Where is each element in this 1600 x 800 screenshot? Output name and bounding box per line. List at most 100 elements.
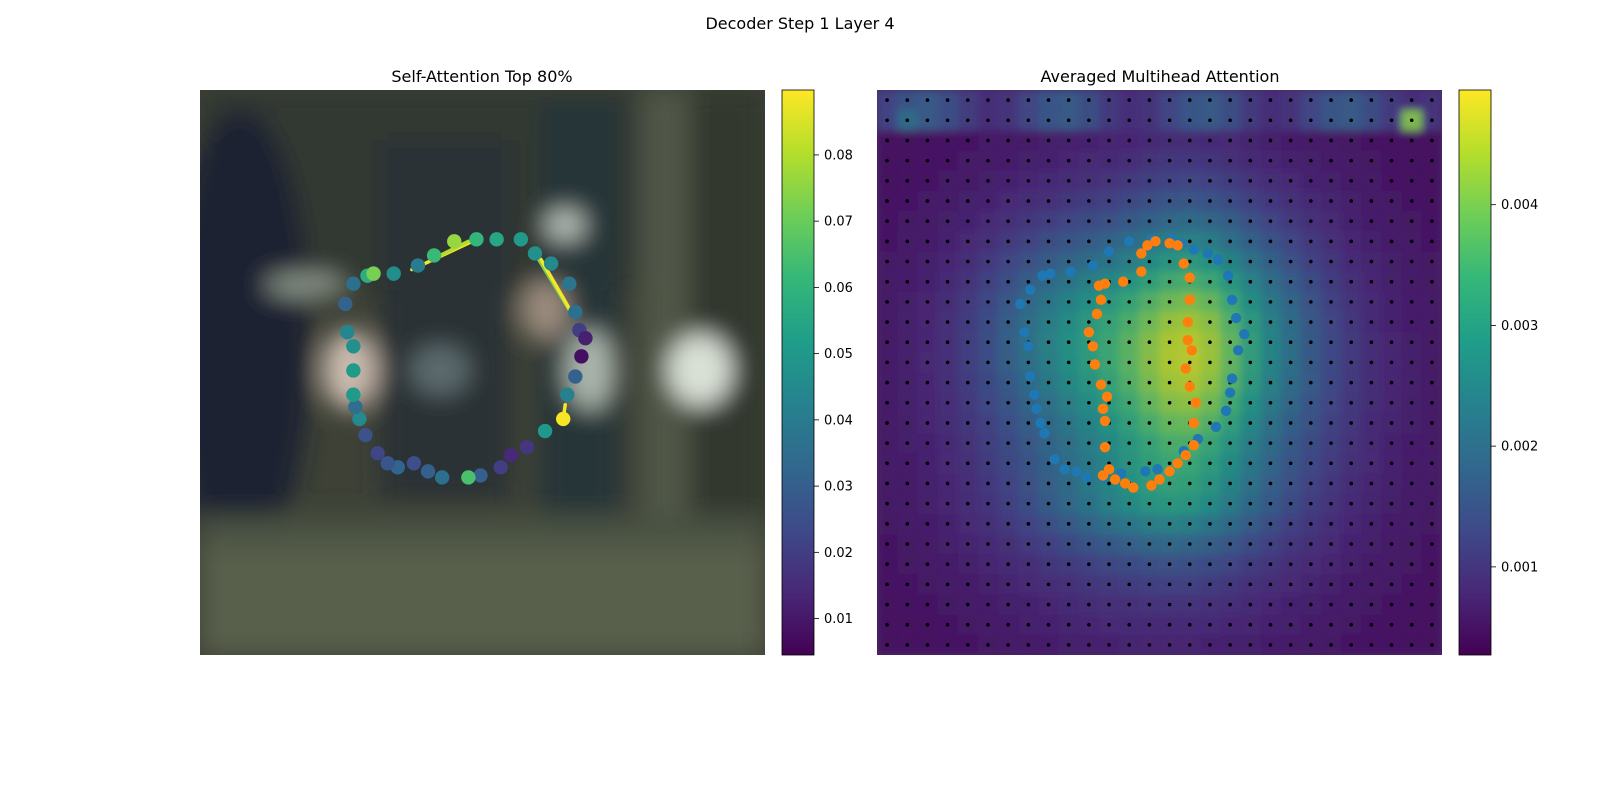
attention-point xyxy=(346,387,361,402)
target-point xyxy=(1150,236,1161,247)
target-point xyxy=(1095,294,1107,306)
colorbar-tick-label: 0.02 xyxy=(824,546,853,561)
predicted-point xyxy=(1103,246,1115,257)
attention-point xyxy=(426,248,442,263)
target-point xyxy=(1164,238,1175,249)
target-point xyxy=(1083,326,1095,338)
predicted-point xyxy=(1019,326,1030,338)
predicted-point xyxy=(1037,270,1048,281)
predicted-point xyxy=(1220,405,1232,417)
target-point xyxy=(1142,240,1153,251)
predicted-point xyxy=(1210,421,1222,433)
colorbar-gradient xyxy=(781,89,815,656)
colorbar-tick-label: 0.002 xyxy=(1501,440,1538,455)
target-point xyxy=(1172,240,1183,251)
attention-point xyxy=(386,266,401,281)
colorbar-tick-label: 0.03 xyxy=(824,480,853,495)
target-point xyxy=(1180,363,1191,374)
attention-point xyxy=(527,246,543,261)
predicted-point xyxy=(1059,464,1070,475)
attention-point xyxy=(461,470,476,485)
target-point xyxy=(1186,345,1197,356)
target-point xyxy=(1172,458,1183,469)
target-point xyxy=(1099,441,1111,453)
attention-point xyxy=(346,276,361,291)
predicted-point xyxy=(1049,454,1060,465)
target-point xyxy=(1097,470,1109,481)
attention-heatmap xyxy=(877,90,1442,655)
attention-point xyxy=(537,423,553,439)
patch-grid-dots xyxy=(885,98,1434,647)
predicted-point xyxy=(1188,244,1200,255)
attention-point xyxy=(340,324,355,340)
attention-point xyxy=(370,446,385,461)
attention-point xyxy=(352,411,367,427)
target-point xyxy=(1117,276,1129,287)
predicted-point xyxy=(1239,328,1250,340)
target-point xyxy=(1190,397,1202,408)
predicted-point xyxy=(1212,254,1224,265)
colorbar-tick-label: 0.004 xyxy=(1501,198,1538,213)
attention-point xyxy=(346,339,361,354)
attention-point xyxy=(493,460,508,475)
predicted-point xyxy=(1031,403,1042,415)
predicted-point xyxy=(1071,466,1082,477)
predicted-point xyxy=(1124,236,1135,247)
target-point xyxy=(1182,316,1193,328)
multihead-attention-title: Averaged Multihead Attention xyxy=(1041,67,1280,86)
colorbar-tick-label: 0.05 xyxy=(824,347,853,362)
target-point xyxy=(1136,266,1147,277)
predicted-point xyxy=(1202,248,1214,259)
attention-point xyxy=(568,304,583,320)
predicted-point xyxy=(1045,268,1056,279)
colorbar-tick-label: 0.04 xyxy=(824,413,853,428)
attention-point xyxy=(358,427,373,443)
target-point xyxy=(1182,335,1193,346)
target-point xyxy=(1101,391,1113,402)
self-attention-colorbar: 0.01 0.02 0.03 0.04 0.05 0.06 0.07 0.08 xyxy=(781,89,853,656)
target-point xyxy=(1188,439,1200,451)
attention-point xyxy=(420,464,436,479)
attention-point xyxy=(338,296,353,312)
attention-point xyxy=(473,468,488,483)
target-point xyxy=(1097,403,1109,415)
target-point xyxy=(1184,381,1195,392)
attention-point xyxy=(560,387,575,402)
target-point xyxy=(1146,480,1157,491)
target-point xyxy=(1180,450,1191,461)
colorbar-tick-label: 0.01 xyxy=(824,612,853,627)
predicted-point xyxy=(1025,371,1036,382)
attention-point xyxy=(348,399,363,415)
colorbar-tick-label: 0.003 xyxy=(1501,319,1538,334)
predicted-point xyxy=(1087,260,1099,271)
predicted-point xyxy=(1222,270,1234,281)
predicted-point xyxy=(1224,387,1236,398)
attention-points xyxy=(338,232,593,485)
colorbar-tick-label: 0.07 xyxy=(824,215,853,230)
predicted-point xyxy=(1226,373,1238,384)
attention-point xyxy=(574,349,589,364)
attention-point xyxy=(562,276,577,291)
attention-point xyxy=(578,330,593,346)
attention-point xyxy=(366,266,381,281)
attention-point xyxy=(489,232,504,247)
self-attention-panel: Self-Attention Top 80% xyxy=(200,67,765,655)
predicted-point xyxy=(1023,341,1034,352)
target-point xyxy=(1188,417,1200,429)
attention-point xyxy=(543,256,559,271)
self-attention-title: Self-Attention Top 80% xyxy=(391,67,572,86)
background-photo xyxy=(200,90,765,655)
colorbar-tick-label: 0.001 xyxy=(1501,560,1538,575)
predicted-point xyxy=(1025,284,1036,295)
attention-point xyxy=(447,234,462,249)
predicted-point xyxy=(1039,427,1050,439)
multihead-attention-colorbar: 0.001 0.002 0.003 0.004 xyxy=(1458,89,1538,656)
attention-point xyxy=(469,232,484,247)
predicted-point xyxy=(1029,389,1040,400)
target-point xyxy=(1178,258,1189,269)
attention-point xyxy=(513,232,529,247)
target-point xyxy=(1128,482,1139,493)
attention-point xyxy=(556,411,571,427)
target-point xyxy=(1099,415,1111,427)
